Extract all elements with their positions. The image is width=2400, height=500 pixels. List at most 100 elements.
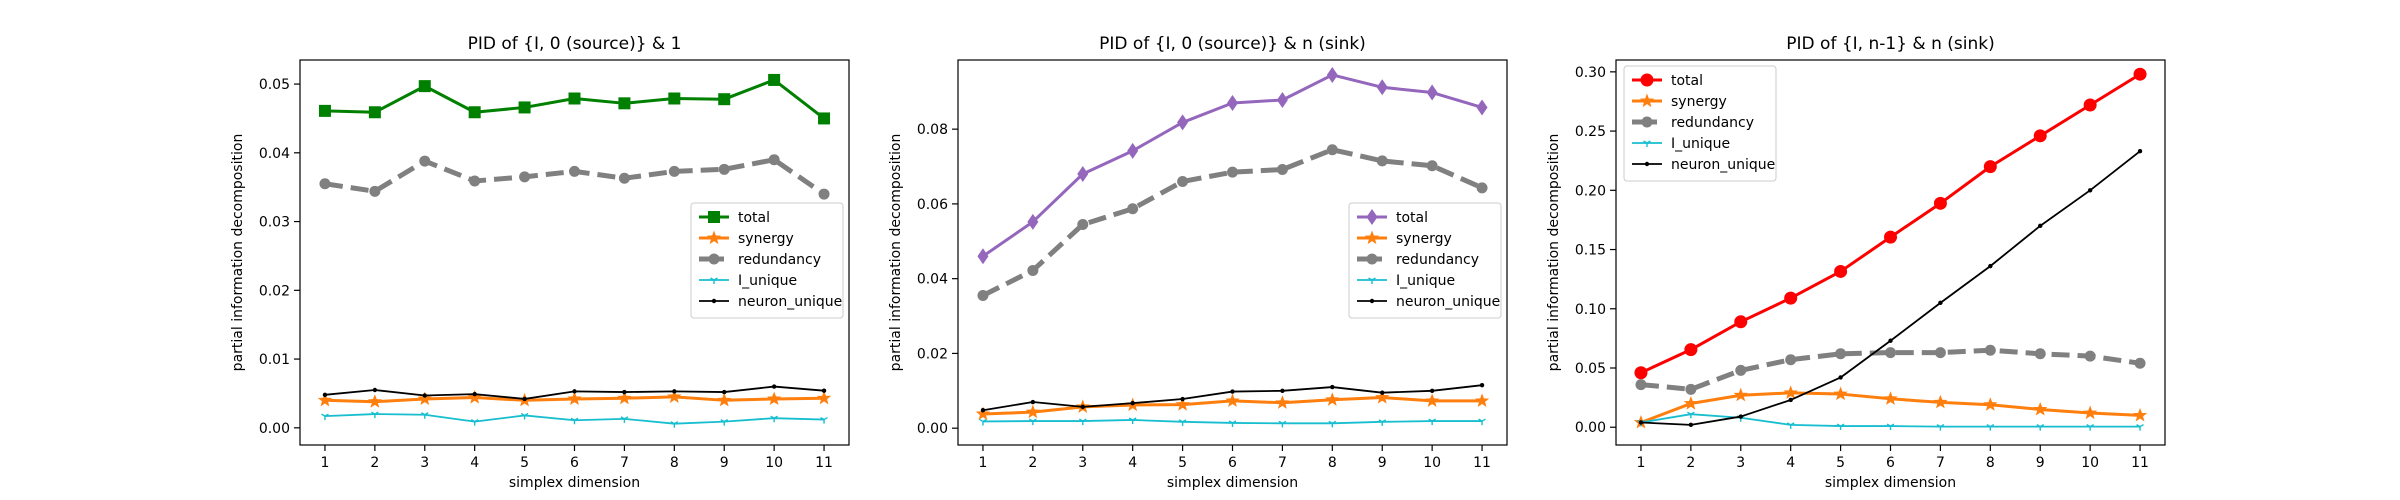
data-point (472, 391, 477, 397)
x-axis-label: simplex dimension (509, 475, 640, 491)
data-point (818, 112, 831, 125)
data-point (318, 104, 331, 117)
x-tick-label: 2 (370, 455, 379, 471)
series-line (981, 147, 1484, 298)
x-tick-label: 1 (978, 455, 987, 471)
data-point (369, 185, 381, 197)
data-point (1933, 196, 1947, 210)
x-tick-label: 6 (1228, 455, 1237, 471)
data-point (1280, 388, 1285, 394)
data-point (1934, 347, 1946, 359)
data-point (1735, 364, 1747, 376)
data-point (768, 154, 780, 166)
data-point (768, 73, 781, 86)
data-point (1428, 418, 1436, 426)
x-tick-label: 7 (1278, 455, 1287, 471)
legend-entry-synergy: synergy (699, 230, 794, 247)
data-point (1227, 166, 1238, 178)
data-point (2087, 188, 2093, 193)
data-point (718, 93, 731, 106)
data-point (317, 392, 333, 407)
y-tick-label: 0.15 (1575, 243, 1606, 259)
data-point (518, 101, 531, 114)
legend-entry-I_unique: I_unique (1632, 136, 1730, 152)
data-point (767, 391, 782, 406)
data-point (1784, 291, 1798, 305)
legend-label: synergy (1396, 231, 1452, 247)
y-tick-label: 0.05 (259, 77, 290, 93)
data-point (1733, 387, 1748, 402)
chart-1: PID of {I, 0 (source)} & 1 1 2 3 4 5 6 7 8 9 10 11 0… (230, 34, 850, 491)
data-point (1027, 264, 1039, 276)
legend-marker (706, 230, 722, 245)
legend-label: total (1396, 210, 1428, 226)
data-point (720, 419, 729, 426)
data-point (1986, 424, 1995, 431)
data-point (569, 165, 580, 177)
data-point (820, 416, 828, 424)
data-point (1025, 404, 1040, 419)
legend-entry-total: total (1632, 73, 1703, 89)
x-axis-label: simplex dimension (1825, 475, 1956, 491)
legend-label: I_unique (1671, 136, 1730, 152)
data-point (979, 418, 987, 426)
x-tick-label: 8 (1328, 455, 1337, 471)
data-point (1326, 66, 1338, 83)
data-point (622, 389, 627, 395)
data-point (1933, 394, 1948, 409)
data-point (1378, 419, 1387, 426)
data-point (2083, 98, 2097, 112)
series-neuron_unique (322, 384, 827, 402)
data-point (1884, 230, 1897, 244)
y-tick-label: 0.04 (259, 146, 290, 162)
data-point (522, 396, 527, 402)
data-point (1786, 422, 1795, 429)
series-redundancy (977, 144, 1488, 301)
legend-marker (1641, 116, 1653, 128)
data-point (468, 106, 481, 119)
x-tick-label: 5 (1836, 455, 1845, 471)
series-I_unique (979, 417, 1486, 428)
series-I_unique (321, 411, 828, 428)
legend-marker (710, 277, 718, 284)
data-point (1833, 386, 1848, 401)
data-point (367, 394, 382, 408)
data-point (1478, 418, 1486, 426)
data-point (668, 92, 681, 105)
series-total (318, 73, 831, 125)
data-point (417, 391, 432, 406)
data-point (975, 406, 991, 421)
data-point (520, 412, 529, 420)
legend-marker (1639, 93, 1655, 108)
data-point (1326, 144, 1338, 156)
data-point (572, 389, 577, 394)
data-point (1029, 418, 1037, 426)
plot-area (1633, 67, 2148, 431)
y-axis-label: partial information decomposition (888, 134, 904, 372)
legend-entry-synergy: synergy (1632, 93, 1727, 110)
data-point (1380, 390, 1385, 395)
y-tick-label: 0.30 (1575, 65, 1606, 81)
legend-entry-redundancy: redundancy (1632, 115, 1754, 131)
data-point (1634, 366, 1648, 380)
legend-label: I_unique (738, 273, 797, 289)
data-point (1276, 164, 1288, 176)
data-point (2133, 67, 2147, 81)
series-redundancy (1635, 344, 2146, 395)
chart-title: PID of {I, n-1} & n (sink) (1786, 34, 1994, 54)
legend-entry-neuron_unique: neuron_unique (1357, 294, 1500, 310)
y-tick-label: 0.25 (1575, 124, 1606, 140)
data-point (1325, 392, 1340, 406)
data-point (1885, 347, 1896, 359)
legend-entry-total: total (699, 210, 770, 226)
legend-marker (708, 211, 720, 223)
data-point (771, 384, 777, 389)
x-tick-label: 9 (1378, 455, 1387, 471)
legend-label: neuron_unique (1671, 157, 1775, 173)
x-tick-label: 10 (1423, 455, 1441, 471)
data-point (1027, 213, 1039, 230)
legend-label: neuron_unique (1396, 294, 1500, 310)
legend-entry-synergy: synergy (1357, 230, 1452, 247)
data-point (620, 416, 629, 423)
data-point (1688, 422, 1694, 428)
